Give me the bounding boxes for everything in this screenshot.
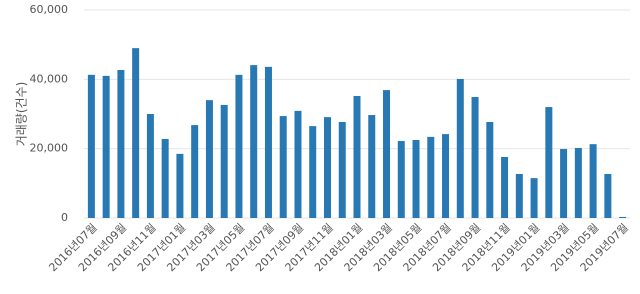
bar bbox=[176, 153, 184, 218]
bar bbox=[132, 48, 140, 219]
bar bbox=[146, 114, 154, 218]
bar bbox=[294, 110, 302, 218]
bar bbox=[471, 97, 479, 218]
bar bbox=[412, 140, 420, 218]
bar bbox=[338, 121, 346, 218]
bar bbox=[264, 66, 272, 218]
y-axis-label: 거래량(건수) bbox=[15, 82, 29, 147]
bar bbox=[589, 144, 597, 218]
bar bbox=[397, 141, 405, 218]
bar bbox=[560, 149, 568, 218]
bar bbox=[515, 173, 523, 218]
bar bbox=[205, 100, 213, 218]
bar bbox=[456, 78, 464, 218]
bar bbox=[368, 115, 376, 218]
bar bbox=[191, 125, 199, 218]
bar bbox=[574, 147, 582, 218]
bar bbox=[235, 74, 243, 219]
bar bbox=[161, 138, 169, 218]
bar bbox=[220, 104, 228, 218]
bar bbox=[250, 65, 258, 219]
bar bbox=[117, 69, 125, 219]
bar bbox=[353, 95, 361, 218]
bar bbox=[87, 74, 95, 219]
bar bbox=[102, 75, 110, 218]
y-tick-label: 40,000 bbox=[30, 72, 69, 85]
bar bbox=[619, 216, 627, 218]
bar bbox=[309, 126, 317, 218]
bar bbox=[486, 121, 494, 218]
y-tick-label: 0 bbox=[61, 211, 68, 224]
bar bbox=[530, 178, 538, 218]
bar bbox=[604, 173, 612, 218]
bar bbox=[323, 117, 331, 218]
y-tick-label: 60,000 bbox=[30, 3, 69, 16]
bar bbox=[383, 90, 391, 218]
bar bbox=[442, 134, 450, 218]
bar bbox=[279, 116, 287, 218]
bar bbox=[501, 156, 509, 218]
bar bbox=[545, 107, 553, 218]
bar bbox=[427, 136, 435, 218]
y-tick-label: 20,000 bbox=[30, 142, 69, 155]
